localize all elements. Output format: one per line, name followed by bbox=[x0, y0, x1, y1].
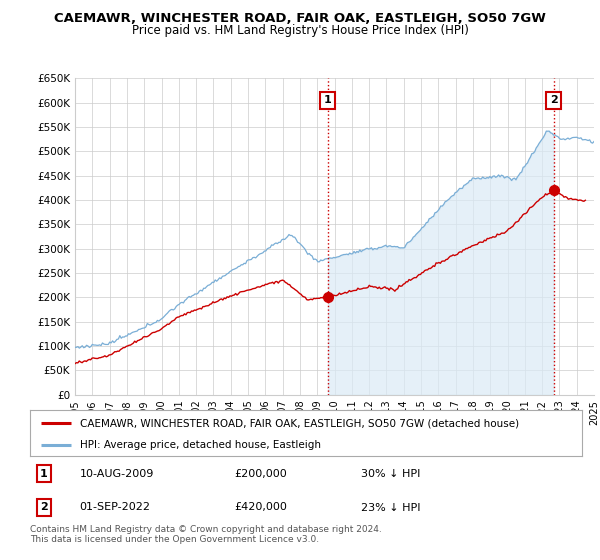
Text: 1: 1 bbox=[324, 95, 331, 105]
Text: 23% ↓ HPI: 23% ↓ HPI bbox=[361, 502, 421, 512]
Text: 1: 1 bbox=[40, 469, 47, 479]
Text: 30% ↓ HPI: 30% ↓ HPI bbox=[361, 469, 421, 479]
Text: 01-SEP-2022: 01-SEP-2022 bbox=[80, 502, 151, 512]
Text: Price paid vs. HM Land Registry's House Price Index (HPI): Price paid vs. HM Land Registry's House … bbox=[131, 24, 469, 36]
Text: CAEMAWR, WINCHESTER ROAD, FAIR OAK, EASTLEIGH, SO50 7GW (detached house): CAEMAWR, WINCHESTER ROAD, FAIR OAK, EAST… bbox=[80, 418, 519, 428]
Text: 2: 2 bbox=[40, 502, 47, 512]
Text: 2: 2 bbox=[550, 95, 557, 105]
Text: HPI: Average price, detached house, Eastleigh: HPI: Average price, detached house, East… bbox=[80, 440, 320, 450]
Text: Contains HM Land Registry data © Crown copyright and database right 2024.
This d: Contains HM Land Registry data © Crown c… bbox=[30, 525, 382, 544]
Text: 10-AUG-2009: 10-AUG-2009 bbox=[80, 469, 154, 479]
Text: £200,000: £200,000 bbox=[234, 469, 287, 479]
Text: £420,000: £420,000 bbox=[234, 502, 287, 512]
Text: CAEMAWR, WINCHESTER ROAD, FAIR OAK, EASTLEIGH, SO50 7GW: CAEMAWR, WINCHESTER ROAD, FAIR OAK, EAST… bbox=[54, 12, 546, 25]
